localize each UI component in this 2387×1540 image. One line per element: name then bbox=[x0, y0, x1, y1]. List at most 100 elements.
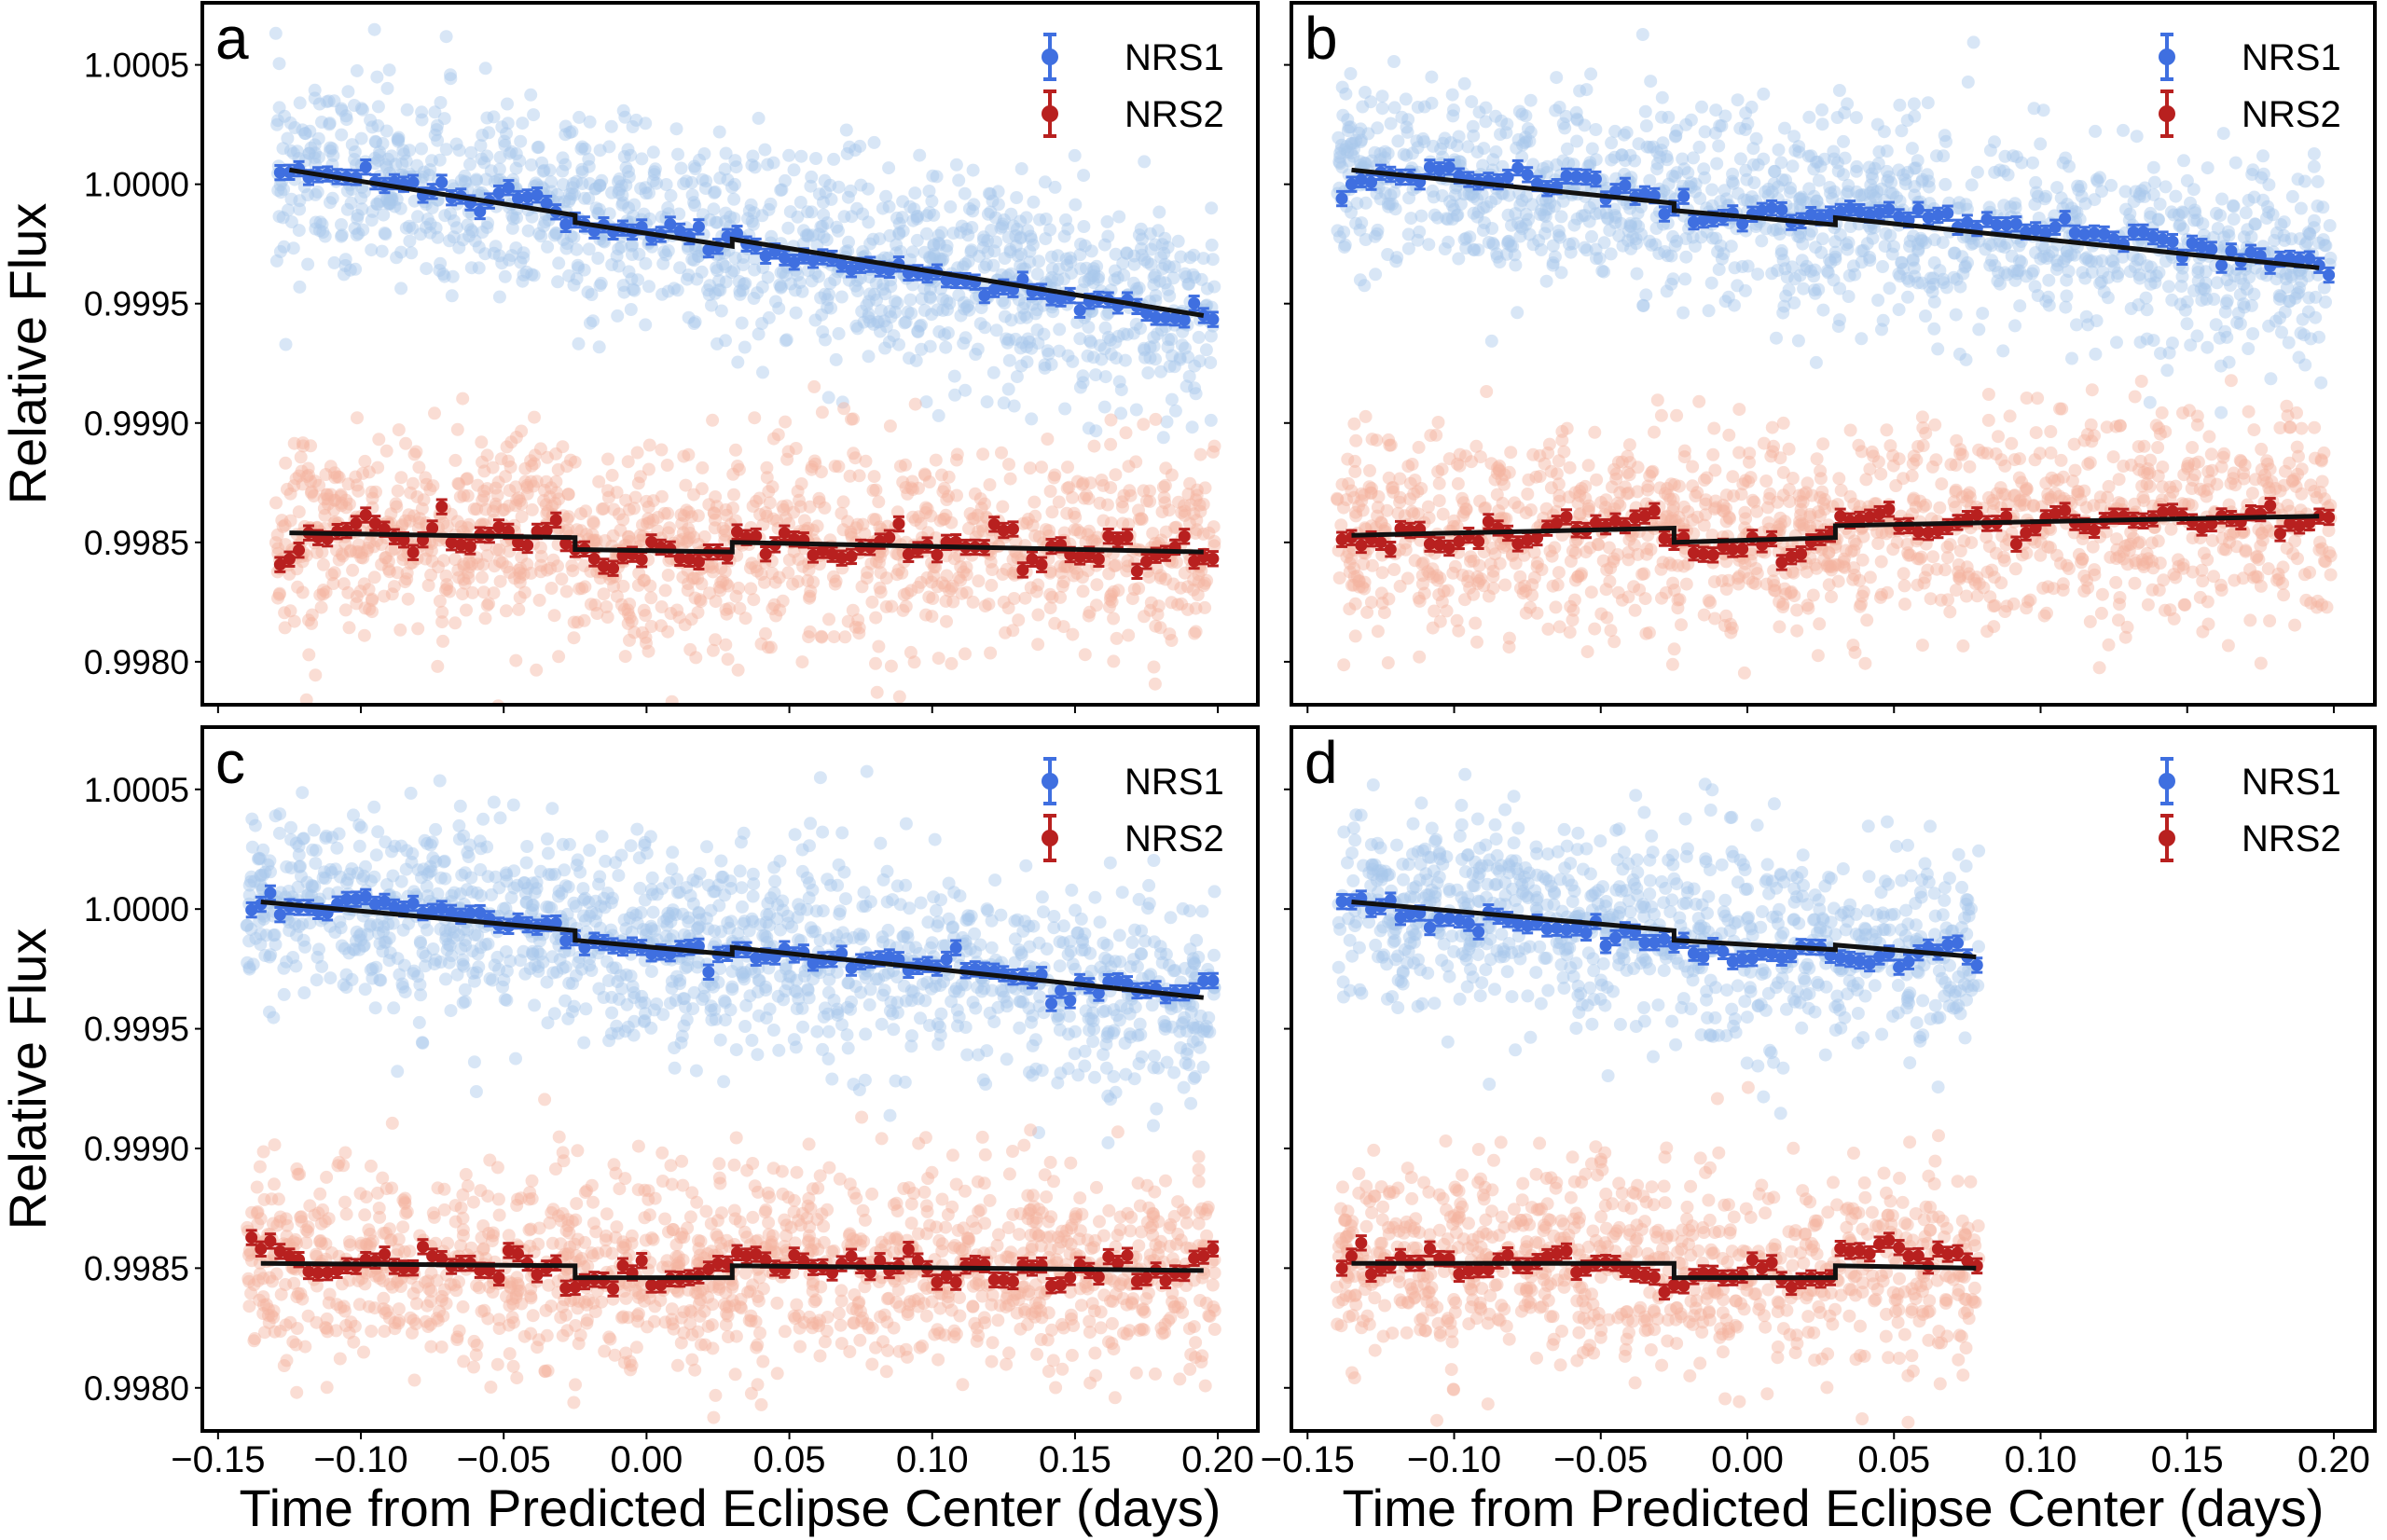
raw-point bbox=[299, 693, 313, 705]
raw-point bbox=[479, 172, 493, 186]
raw-point bbox=[2029, 175, 2043, 189]
raw-point bbox=[510, 493, 524, 507]
raw-point bbox=[952, 571, 966, 584]
raw-point bbox=[847, 412, 860, 426]
raw-point bbox=[282, 203, 295, 217]
raw-point bbox=[525, 502, 539, 516]
raw-point bbox=[2210, 276, 2224, 290]
raw-point bbox=[959, 568, 973, 582]
raw-point bbox=[728, 154, 742, 168]
raw-point bbox=[595, 502, 609, 516]
raw-point bbox=[1152, 224, 1166, 238]
raw-point bbox=[415, 105, 429, 119]
raw-point bbox=[505, 221, 519, 235]
raw-point bbox=[937, 512, 951, 526]
raw-point bbox=[2227, 199, 2241, 213]
raw-point bbox=[543, 163, 557, 177]
raw-point bbox=[1172, 495, 1185, 509]
raw-point bbox=[1046, 305, 1060, 319]
raw-point bbox=[1019, 211, 1033, 225]
raw-point bbox=[1402, 191, 1416, 205]
raw-point bbox=[892, 690, 906, 704]
raw-point bbox=[946, 595, 960, 609]
raw-point bbox=[419, 220, 433, 234]
raw-point bbox=[366, 120, 379, 134]
raw-point bbox=[899, 599, 913, 613]
raw-point bbox=[744, 198, 758, 212]
raw-point bbox=[324, 488, 338, 502]
raw-point bbox=[450, 422, 464, 436]
raw-point bbox=[904, 645, 918, 659]
raw-point bbox=[368, 157, 382, 171]
raw-point bbox=[682, 447, 696, 461]
raw-point bbox=[1000, 332, 1013, 346]
raw-point bbox=[943, 296, 957, 310]
raw-point bbox=[489, 497, 503, 511]
raw-point bbox=[1710, 157, 1724, 171]
raw-point bbox=[1108, 264, 1122, 278]
raw-point bbox=[316, 226, 330, 239]
raw-point bbox=[400, 566, 414, 580]
raw-point bbox=[348, 153, 362, 166]
raw-point bbox=[1020, 516, 1034, 529]
raw-point bbox=[1109, 468, 1123, 482]
raw-point bbox=[552, 650, 566, 664]
raw-point bbox=[272, 210, 286, 224]
raw-point bbox=[2089, 347, 2103, 361]
raw-point bbox=[1073, 248, 1087, 262]
raw-point bbox=[1653, 150, 1667, 164]
raw-point bbox=[910, 212, 924, 226]
raw-point bbox=[1921, 96, 1935, 110]
raw-point bbox=[1875, 323, 1888, 337]
raw-point bbox=[476, 455, 489, 469]
raw-point bbox=[908, 186, 922, 200]
raw-point bbox=[1466, 119, 1480, 133]
raw-point bbox=[517, 268, 531, 282]
raw-point bbox=[1207, 280, 1221, 294]
raw-point bbox=[2050, 181, 2064, 195]
raw-point bbox=[1870, 117, 1884, 131]
raw-point bbox=[1073, 380, 1087, 394]
raw-point bbox=[489, 500, 503, 514]
raw-point bbox=[922, 250, 936, 264]
raw-point bbox=[2242, 342, 2256, 355]
raw-point bbox=[1093, 496, 1107, 510]
raw-point bbox=[998, 309, 1012, 323]
raw-point bbox=[410, 490, 424, 503]
raw-point bbox=[2323, 219, 2337, 232]
raw-point bbox=[805, 462, 819, 476]
raw-point bbox=[582, 152, 596, 166]
raw-point bbox=[1196, 252, 1210, 266]
raw-point bbox=[828, 577, 842, 591]
raw-point bbox=[1165, 634, 1179, 647]
raw-point bbox=[459, 175, 473, 189]
raw-point bbox=[1091, 272, 1105, 286]
raw-point bbox=[687, 159, 701, 173]
raw-point bbox=[718, 528, 732, 542]
raw-point bbox=[863, 287, 876, 301]
raw-point bbox=[1997, 199, 2011, 213]
raw-point bbox=[923, 339, 937, 353]
raw-point bbox=[1731, 93, 1745, 107]
raw-point bbox=[766, 432, 780, 446]
raw-point bbox=[474, 139, 488, 153]
raw-point bbox=[2140, 259, 2154, 273]
raw-point bbox=[997, 396, 1011, 410]
raw-point bbox=[987, 244, 1001, 258]
raw-point bbox=[1353, 223, 1367, 237]
raw-point bbox=[674, 508, 688, 522]
raw-point bbox=[597, 587, 611, 601]
raw-point bbox=[509, 161, 523, 175]
raw-point bbox=[982, 186, 996, 200]
raw-point bbox=[639, 256, 653, 270]
raw-point bbox=[278, 621, 292, 635]
raw-point bbox=[688, 162, 702, 175]
raw-point bbox=[1030, 303, 1044, 317]
raw-point bbox=[443, 234, 456, 248]
raw-point bbox=[425, 200, 439, 214]
raw-point bbox=[308, 151, 322, 165]
raw-point bbox=[575, 165, 589, 179]
raw-point bbox=[1207, 534, 1221, 548]
raw-point bbox=[271, 542, 285, 556]
raw-point bbox=[500, 440, 514, 454]
